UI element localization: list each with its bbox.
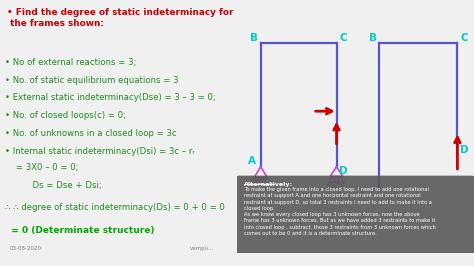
Text: Ds = Dse + Dsi;: Ds = Dse + Dsi;	[5, 181, 101, 190]
Text: D: D	[339, 166, 347, 176]
Text: B: B	[369, 33, 376, 43]
Text: C: C	[339, 33, 347, 43]
Text: ∴ ∴ degree of static indeterminacy(Ds) = 0 + 0 = 0: ∴ ∴ degree of static indeterminacy(Ds) =…	[5, 203, 225, 213]
Text: 03-08-2020: 03-08-2020	[9, 246, 42, 251]
Text: • External static indeterminacy(Dse) = 3 – 3 = 0;: • External static indeterminacy(Dse) = 3…	[5, 94, 215, 102]
FancyBboxPatch shape	[236, 176, 474, 255]
Text: • Internal static indeterminacy(Dsi) = 3c – rᵣ: • Internal static indeterminacy(Dsi) = 3…	[5, 147, 194, 156]
Text: • No. of unknowns in a closed loop = 3c: • No. of unknowns in a closed loop = 3c	[5, 129, 176, 138]
Text: D: D	[460, 145, 469, 155]
Text: A: A	[248, 156, 256, 166]
Text: = 3X0 – 0 = 0;: = 3X0 – 0 = 0;	[5, 163, 78, 172]
Text: • No. of static equilibrium equations = 3: • No. of static equilibrium equations = …	[5, 76, 178, 85]
Text: = 0 (Determinate structure): = 0 (Determinate structure)	[5, 226, 154, 235]
Text: B: B	[250, 33, 258, 43]
Text: • No. of closed loops(c) = 0;: • No. of closed loops(c) = 0;	[5, 111, 126, 120]
Text: vempu...: vempu...	[190, 246, 214, 251]
Text: Alternatively:: Alternatively:	[244, 182, 293, 188]
Text: C: C	[460, 33, 468, 43]
Text: • No of external reactions = 3;: • No of external reactions = 3;	[5, 58, 136, 67]
Text: To make the given frame into a closed loop, I need to add one rotational
restrai: To make the given frame into a closed lo…	[244, 187, 436, 236]
Text: • Find the degree of static indeterminacy for
 the frames shown:: • Find the degree of static indeterminac…	[7, 8, 234, 28]
